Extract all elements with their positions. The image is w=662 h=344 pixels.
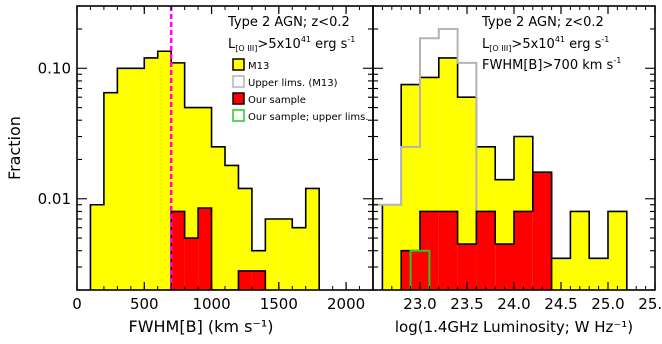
left-bar-m13-4	[144, 57, 158, 290]
left-bar-m13-9	[211, 146, 225, 290]
left-annotation-luminosity: L[O III]>5x1041 erg s-1	[228, 35, 355, 53]
left-annotation-sample: Type 2 AGN; z<0.2	[227, 15, 350, 30]
right-bar-m13-1	[401, 84, 420, 290]
right-bar-m13-0	[382, 204, 402, 290]
left-bar-m13-10	[225, 165, 239, 290]
right-x-tick-label: 25.5	[638, 295, 662, 313]
left-bar-m13-13	[265, 218, 279, 290]
right-bar-our-sample-7	[532, 172, 552, 290]
right-bar-our-sample-4	[476, 211, 496, 290]
left-bar-m13-11	[238, 188, 252, 290]
left-bar-our-sample-6	[251, 270, 266, 290]
y-axis-label: Fraction	[5, 116, 24, 180]
right-bar-m13-12	[608, 211, 627, 290]
left-bar-m13-2	[117, 68, 131, 290]
left-x-tick-label: 1000	[192, 295, 230, 313]
right-step-our-sample-upper-lims-	[409, 249, 431, 290]
right-bar-our-sample-3	[457, 244, 477, 290]
left-bar-our-sample-5	[238, 270, 252, 290]
right-axes: 23.0 23.5 24.0 24.5 25.0 25.5	[372, 5, 662, 313]
right-bar-m13-9	[551, 258, 571, 290]
legend-swatch	[232, 92, 245, 105]
left-bar-our-sample-1	[184, 238, 199, 290]
legend-label: Upper lims. (M13)	[248, 78, 338, 89]
left-bar-m13-14	[278, 218, 293, 290]
left-x-tick-label: 2000	[327, 295, 365, 313]
legend-swatch	[232, 75, 245, 88]
legend-label: Our sample; upper lims.	[248, 112, 369, 123]
left-x-tick-label: 1500	[260, 295, 298, 313]
left-outline-our-sample	[170, 207, 267, 290]
left-bar-m13-5	[157, 51, 172, 290]
right-annotation-sample: Type 2 AGN; z<0.2	[481, 15, 604, 30]
left-histogram-bars	[89, 50, 320, 290]
right-bar-our-sample-5	[495, 244, 514, 290]
legend-swatch	[232, 109, 245, 122]
right-outline-our-sample	[400, 171, 553, 290]
left-x-tick-label: 0	[72, 295, 82, 313]
left-bar-m13-1	[103, 92, 118, 290]
left-bar-our-sample-2	[198, 207, 212, 290]
right-histogram-bars	[373, 27, 628, 290]
right-x-axis-label: log(1.4GHz Luminosity; W Hz⁻¹)	[395, 318, 633, 336]
right-x-tick-label: 23.5	[450, 295, 483, 313]
legend: M13 Upper lims. (M13) Our sample Our sample…	[232, 58, 369, 123]
right-bar-m13-4	[457, 97, 477, 290]
y-tick-label: 0.10	[38, 59, 71, 77]
right-bar-m13-10	[570, 211, 590, 290]
right-x-tick-label: 24.5	[544, 295, 577, 313]
right-x-tick-label: 24.0	[497, 295, 530, 313]
right-annotation-fwhm: FWHM[B]>700 km s-1	[482, 56, 621, 73]
left-axes: 0 500 1000 1500 2000 0.01 0.10	[38, 5, 374, 313]
right-step-upper-lims-m13-	[373, 27, 478, 290]
right-x-tick-label: 25.0	[591, 295, 624, 313]
left-bar-m13-16	[305, 188, 320, 290]
right-bar-m13-11	[589, 258, 608, 290]
legend-swatch	[232, 58, 245, 71]
left-bar-m13-0	[90, 204, 104, 290]
right-bar-our-sample-2	[438, 211, 458, 290]
right-x-tick-label: 23.0	[403, 295, 436, 313]
left-bar-m13-15	[292, 227, 306, 290]
left-x-tick-label: 500	[130, 295, 159, 313]
left-bar-our-sample-0	[171, 211, 185, 290]
left-outline-m13	[89, 50, 320, 290]
y-tick-label: 0.01	[38, 190, 71, 208]
legend-label: M13	[248, 61, 269, 72]
left-x-axis-label: FWHM[B] (km s⁻¹)	[128, 317, 273, 336]
left-bar-m13-3	[130, 68, 145, 290]
right-annotation-luminosity: L[O III]>5x1041 erg s-1	[482, 35, 609, 53]
right-bar-our-sample-6	[514, 211, 533, 290]
legend-label: Our sample	[248, 95, 306, 106]
